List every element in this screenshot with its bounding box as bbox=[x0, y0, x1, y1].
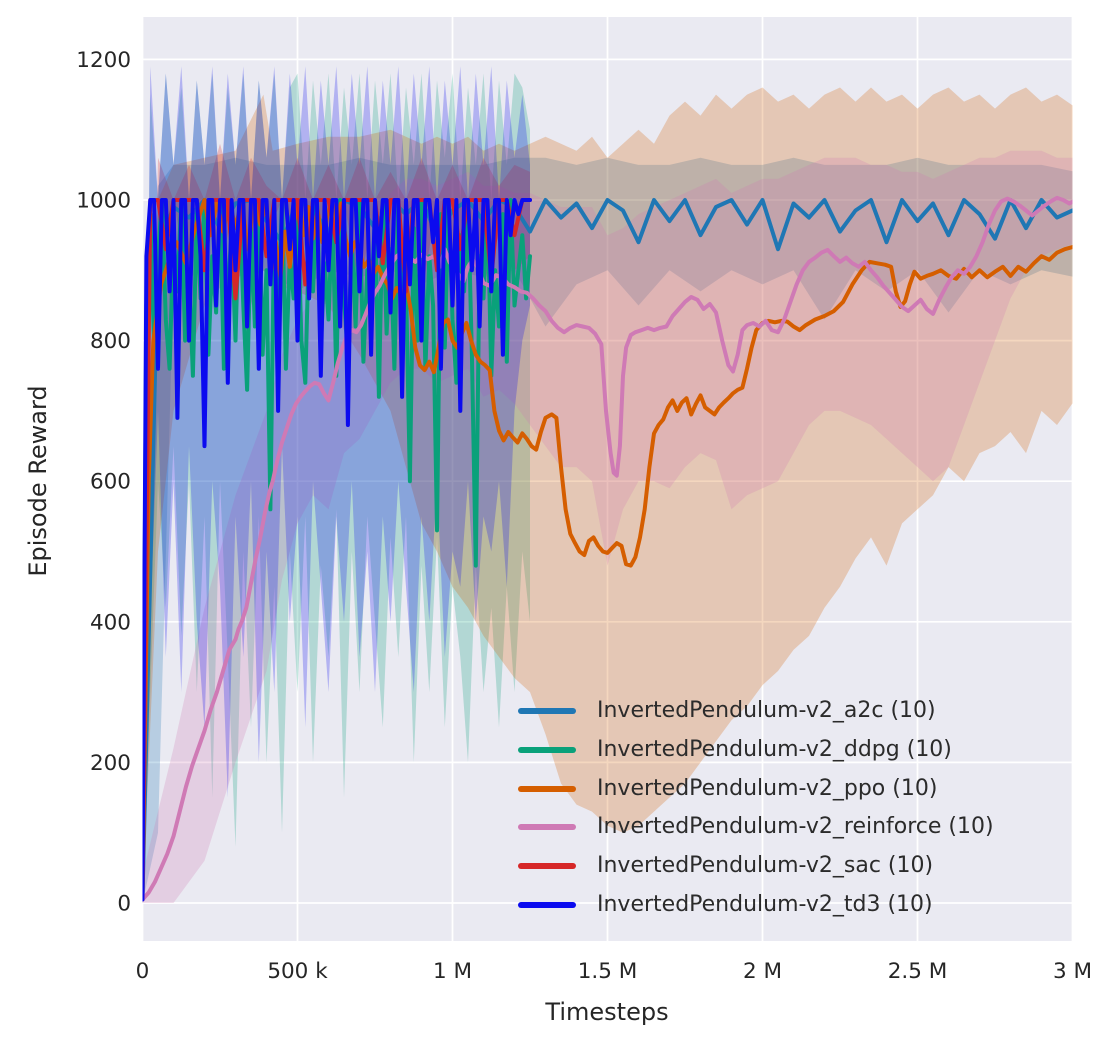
x-tick-label: 2 M bbox=[743, 959, 782, 984]
ddpg-line-swatch bbox=[518, 747, 576, 754]
band-reinforce bbox=[142, 150, 1073, 903]
y-tick-label: 0 bbox=[117, 892, 131, 917]
line-reinforce bbox=[142, 195, 1073, 902]
ppo-line-swatch bbox=[518, 785, 576, 792]
a2c-line-swatch bbox=[518, 708, 576, 715]
legend-item-td3: InvertedPendulum-v2_td3 (10) bbox=[518, 885, 994, 924]
x-tick-label: 500 k bbox=[267, 959, 328, 984]
x-tick-label: 1 M bbox=[433, 959, 472, 984]
legend-item-a2c: InvertedPendulum-v2_a2c (10) bbox=[518, 692, 994, 731]
gridlines bbox=[141, 17, 1074, 941]
plot-layers bbox=[142, 66, 1073, 904]
y-tick-label: 400 bbox=[90, 610, 131, 635]
legend-item-reinforce: InvertedPendulum-v2_reinforce (10) bbox=[518, 808, 994, 847]
td3-line-swatch bbox=[518, 901, 576, 908]
legend-label-ddpg: InvertedPendulum-v2_ddpg (10) bbox=[597, 737, 952, 763]
y-tick-label: 200 bbox=[90, 751, 131, 776]
line-ppo bbox=[142, 198, 1073, 895]
line-td3 bbox=[142, 198, 532, 902]
legend-label-sac: InvertedPendulum-v2_sac (10) bbox=[597, 853, 934, 879]
legend-label-ppo: InvertedPendulum-v2_ppo (10) bbox=[597, 775, 938, 801]
reinforce-line-swatch bbox=[518, 824, 576, 831]
x-tick-label: 0 bbox=[136, 959, 150, 984]
band-td3 bbox=[142, 66, 530, 903]
y-tick-label: 1200 bbox=[76, 48, 131, 73]
y-tick-label: 600 bbox=[90, 470, 131, 495]
x-tick-label: 1.5 M bbox=[578, 959, 638, 984]
x-tick-label: 3 M bbox=[1053, 959, 1092, 984]
band-a2c bbox=[142, 157, 1073, 903]
y-tick-label: 1000 bbox=[76, 189, 131, 214]
y-axis-title: Episode Reward bbox=[24, 385, 52, 577]
x-axis-title: Timesteps bbox=[545, 998, 669, 1026]
sac-line-swatch bbox=[518, 863, 576, 870]
x-tick-label: 2.5 M bbox=[888, 959, 948, 984]
legend-label-reinforce: InvertedPendulum-v2_reinforce (10) bbox=[597, 814, 994, 840]
legend-label-a2c: InvertedPendulum-v2_a2c (10) bbox=[597, 698, 936, 724]
tick-labels: 0 500 k 1 M 1.5 M 2 M 2.5 M 3 M 0 200 400 600 800 10… bbox=[76, 48, 1092, 984]
legend-label-td3: InvertedPendulum-v2_td3 (10) bbox=[597, 891, 933, 917]
legend-item-ppo: InvertedPendulum-v2_ppo (10) bbox=[518, 769, 994, 808]
y-tick-label: 800 bbox=[90, 329, 131, 354]
legend-item-sac: InvertedPendulum-v2_sac (10) bbox=[518, 847, 994, 886]
legend: InvertedPendulum-v2_a2c (10) InvertedPen… bbox=[518, 692, 994, 924]
legend-item-ddpg: InvertedPendulum-v2_ddpg (10) bbox=[518, 731, 994, 770]
